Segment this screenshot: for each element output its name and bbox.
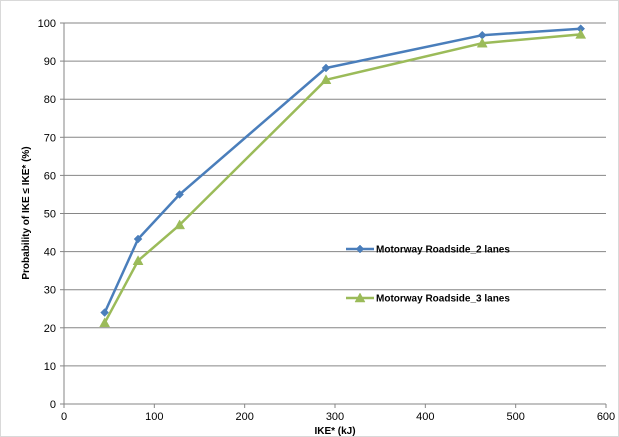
y-tick-label: 60 [44, 170, 56, 182]
legend-label: Motorway Roadside_3 lanes [376, 294, 510, 305]
y-tick-label: 0 [50, 399, 56, 411]
legend-swatch-marker [354, 292, 366, 303]
legend-swatch-marker [355, 244, 365, 254]
y-axis-label: Probability of IKE ≤ IKE* (%) [21, 146, 32, 279]
y-tick-label: 70 [44, 132, 56, 144]
series-line-2 [103, 33, 581, 324]
data-point [321, 63, 331, 73]
y-tick-label: 40 [44, 247, 56, 259]
y-tick-label: 30 [44, 285, 56, 297]
x-tick-label: 200 [235, 411, 253, 423]
y-tick-label: 100 [38, 18, 56, 30]
data-point [132, 255, 144, 265]
y-tick-labels: 0 10 20 30 40 50 60 70 80 90 100 [38, 18, 56, 411]
series-line-1 [103, 27, 581, 314]
y-tick-label: 80 [44, 94, 56, 106]
data-point [320, 74, 332, 85]
x-axis-label: IKE* (kJ) [314, 426, 355, 437]
x-tick-label: 300 [326, 411, 344, 423]
data-point [175, 190, 184, 199]
y-tick-label: 50 [44, 209, 56, 221]
x-tick-label: 500 [506, 411, 524, 423]
data-point [476, 37, 488, 48]
x-tick-labels: 0 100 200 300 400 500 600 [61, 411, 615, 423]
axes [60, 22, 607, 408]
legend-item-2: Motorway Roadside_3 lanes [346, 292, 510, 305]
data-point [100, 308, 110, 317]
gridlines [64, 22, 606, 367]
legend: Motorway Roadside_2 lanes Motorway Roadsi… [346, 245, 510, 305]
x-tick-label: 400 [416, 411, 434, 423]
legend-item-1: Motorway Roadside_2 lanes [346, 245, 510, 256]
legend-label: Motorway Roadside_2 lanes [376, 245, 510, 256]
data-point [575, 28, 587, 39]
data-point [99, 317, 111, 328]
x-tick-label: 0 [61, 411, 67, 423]
series-group [99, 24, 587, 328]
y-tick-label: 10 [44, 361, 56, 373]
y-tick-label: 20 [44, 323, 56, 335]
x-tick-label: 600 [597, 411, 615, 423]
series-1 [100, 24, 586, 317]
series-2 [99, 28, 587, 328]
data-point [133, 234, 143, 244]
y-tick-label: 90 [44, 56, 56, 68]
x-tick-label: 100 [145, 411, 163, 423]
data-point [174, 219, 186, 230]
